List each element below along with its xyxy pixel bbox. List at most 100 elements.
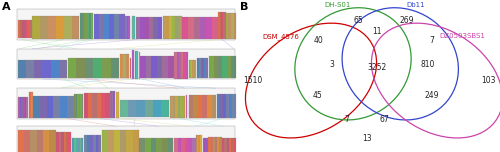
Bar: [202, 95, 207, 118]
Bar: [43, 130, 50, 152]
Bar: [169, 16, 172, 39]
Text: 67: 67: [380, 115, 390, 124]
Bar: [136, 17, 140, 39]
Bar: [140, 138, 145, 152]
Bar: [88, 93, 92, 118]
Bar: [126, 16, 130, 39]
Bar: [18, 130, 56, 152]
Bar: [150, 138, 156, 152]
Bar: [223, 12, 224, 39]
Bar: [127, 16, 128, 39]
Bar: [189, 60, 196, 78]
Bar: [229, 138, 231, 152]
Bar: [222, 138, 235, 152]
Bar: [80, 13, 93, 39]
Bar: [191, 60, 192, 78]
Bar: [145, 138, 150, 152]
Bar: [82, 94, 83, 118]
Bar: [82, 138, 83, 152]
Bar: [76, 138, 78, 152]
Bar: [32, 16, 80, 39]
Bar: [222, 138, 224, 152]
Bar: [68, 58, 119, 78]
Bar: [18, 130, 24, 152]
Bar: [224, 12, 226, 39]
Bar: [231, 56, 235, 78]
Bar: [27, 20, 29, 38]
Bar: [68, 58, 76, 78]
Bar: [56, 132, 71, 152]
Bar: [128, 54, 130, 78]
Bar: [66, 132, 68, 152]
Bar: [217, 94, 236, 118]
Bar: [220, 137, 222, 152]
Bar: [126, 54, 128, 78]
Text: DSM_4576: DSM_4576: [262, 33, 300, 40]
Bar: [136, 100, 144, 117]
Text: B: B: [240, 2, 248, 12]
Bar: [74, 94, 76, 118]
Bar: [189, 60, 190, 78]
Bar: [16, 49, 235, 79]
Bar: [212, 95, 216, 118]
Bar: [188, 138, 192, 152]
Text: 7: 7: [430, 36, 434, 45]
Bar: [217, 137, 220, 152]
Bar: [206, 58, 208, 78]
Bar: [221, 12, 222, 39]
Bar: [180, 96, 183, 118]
Bar: [170, 96, 186, 118]
Bar: [230, 94, 232, 118]
Bar: [213, 137, 215, 152]
Bar: [34, 96, 40, 118]
Bar: [208, 137, 222, 152]
Bar: [132, 16, 133, 39]
Bar: [224, 138, 226, 152]
Bar: [228, 13, 230, 39]
Bar: [23, 97, 24, 118]
Bar: [123, 54, 124, 78]
Bar: [37, 130, 43, 152]
Bar: [184, 52, 186, 79]
Bar: [26, 60, 34, 78]
Bar: [22, 20, 24, 38]
Bar: [215, 137, 217, 152]
Bar: [99, 14, 104, 39]
Bar: [163, 16, 182, 39]
Bar: [176, 16, 178, 39]
Bar: [220, 12, 221, 39]
Bar: [40, 96, 46, 118]
Bar: [226, 138, 229, 152]
Bar: [26, 97, 28, 118]
Bar: [196, 58, 198, 78]
Bar: [24, 97, 26, 118]
Bar: [18, 20, 32, 38]
Bar: [186, 52, 188, 79]
Text: 3252: 3252: [367, 63, 386, 72]
Bar: [92, 93, 96, 118]
Bar: [132, 50, 134, 79]
Bar: [18, 97, 28, 118]
Bar: [166, 16, 169, 39]
Bar: [226, 13, 235, 39]
Bar: [146, 56, 152, 78]
Bar: [30, 92, 31, 118]
Bar: [210, 137, 213, 152]
Text: 11: 11: [372, 27, 382, 36]
Text: 810: 810: [420, 60, 435, 69]
Bar: [174, 138, 178, 152]
Bar: [24, 20, 27, 38]
Bar: [22, 97, 23, 118]
Bar: [104, 14, 109, 39]
Bar: [168, 138, 173, 152]
Bar: [110, 92, 115, 118]
Bar: [40, 16, 48, 39]
Bar: [192, 138, 196, 152]
Bar: [134, 51, 138, 79]
Bar: [198, 135, 200, 152]
Bar: [208, 137, 210, 152]
Bar: [136, 17, 162, 39]
Bar: [90, 135, 92, 152]
Bar: [64, 16, 72, 39]
Bar: [80, 13, 82, 39]
